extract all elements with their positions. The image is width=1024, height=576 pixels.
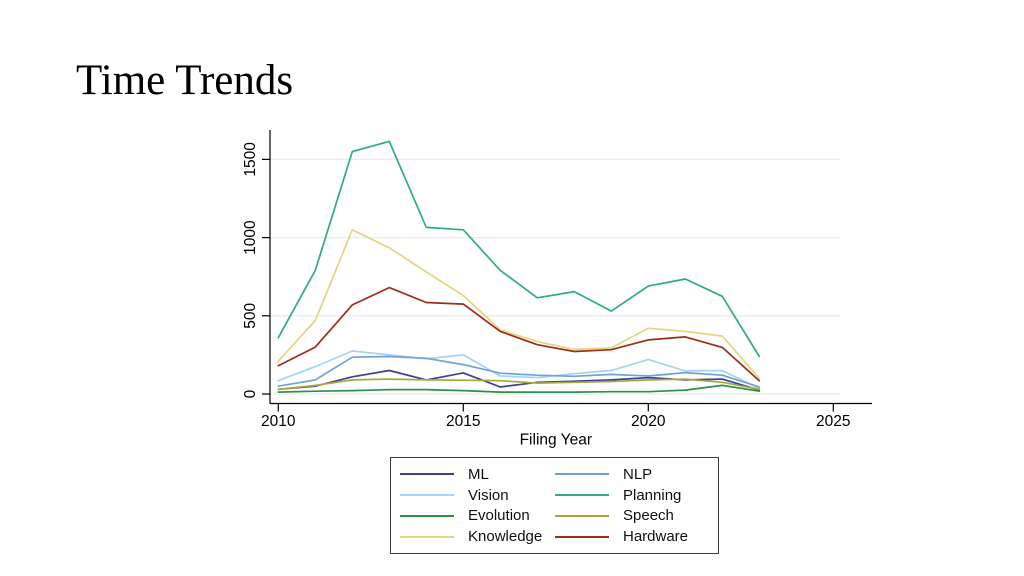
legend-label-hardware: Hardware [623, 528, 689, 546]
legend-item-evolution: Evolution [400, 508, 555, 523]
chart-legend: ML Vision Evolution Knowledge NLP Planning Spe… [390, 457, 719, 554]
legend-label-speech: Speech [623, 507, 674, 525]
legend-item-planning: Planning [555, 488, 710, 503]
x-tick-label-2010: 2010 [261, 413, 296, 430]
legend-swatch-vision [400, 494, 454, 497]
legend-item-speech: Speech [555, 508, 710, 523]
legend-item-knowledge: Knowledge [400, 529, 555, 544]
legend-swatch-nlp [555, 473, 609, 476]
series-line-nlp [277, 355, 761, 388]
series-line-planning [277, 140, 761, 358]
legend-item-ml: ML [400, 467, 555, 482]
legend-label-nlp: NLP [623, 465, 653, 483]
legend-item-hardware: Hardware [555, 529, 710, 544]
y-tick-label-1000: 1000 [242, 220, 259, 255]
series-line-vision [277, 350, 761, 390]
legend-item-vision: Vision [400, 488, 555, 503]
legend-swatch-evolution [400, 514, 454, 517]
y-tick-label-1500: 1500 [242, 142, 259, 177]
page-title: Time Trends [76, 57, 294, 104]
x-axis-title: Filing Year [520, 432, 592, 449]
legend-label-ml: ML [468, 465, 489, 483]
series-line-knowledge [277, 228, 761, 380]
legend-swatch-speech [555, 514, 609, 517]
series-line-speech [277, 378, 761, 391]
legend-item-nlp: NLP [555, 467, 710, 482]
legend-label-evolution: Evolution [468, 507, 530, 525]
series-line-evolution [277, 384, 761, 393]
legend-swatch-hardware [555, 535, 609, 538]
y-tick-label-500: 500 [242, 302, 259, 328]
series-line-hardware [277, 286, 761, 382]
legend-label-knowledge: Knowledge [468, 528, 543, 546]
legend-swatch-ml [400, 473, 454, 476]
y-tick-label-0: 0 [242, 389, 259, 398]
x-tick-label-2025: 2025 [816, 413, 850, 430]
legend-swatch-knowledge [400, 535, 454, 538]
legend-label-planning: Planning [623, 486, 682, 504]
x-tick-label-2015: 2015 [446, 413, 480, 430]
legend-swatch-planning [555, 494, 609, 497]
legend-label-vision: Vision [468, 486, 509, 504]
x-tick-label-2020: 2020 [631, 413, 666, 430]
